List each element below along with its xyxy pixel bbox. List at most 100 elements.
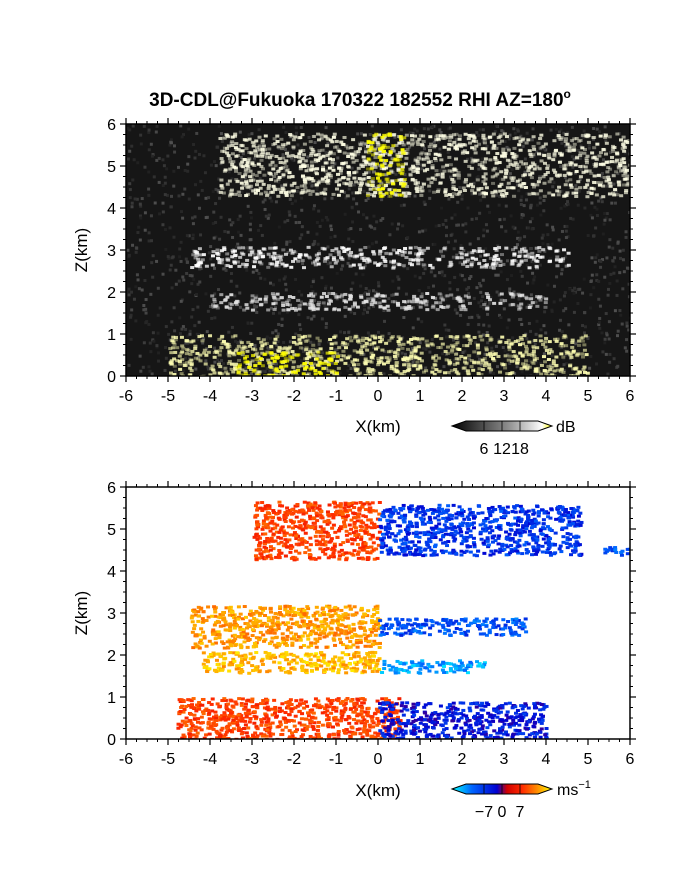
reflectivity-cell: [193, 256, 198, 260]
reflectivity-cell: [362, 258, 367, 262]
reflectivity-cell: [234, 154, 239, 158]
reflectivity-cell: [268, 171, 273, 175]
reflectivity-cell: [446, 147, 451, 151]
reflectivity-noise-cell: [294, 199, 298, 203]
reflectivity-noise-cell: [339, 330, 343, 334]
reflectivity-cell: [617, 183, 622, 187]
velocity-cell: [346, 505, 351, 509]
reflectivity-noise-cell: [312, 278, 316, 282]
velocity-cell: [354, 529, 359, 533]
reflectivity-noise-cell: [535, 150, 539, 154]
reflectivity-cell: [581, 164, 586, 168]
reflectivity-noise-cell: [193, 324, 197, 328]
reflectivity-cell: [240, 350, 245, 354]
reflectivity-noise-cell: [356, 152, 360, 156]
reflectivity-noise-cell: [594, 226, 598, 230]
reflectivity-cell: [433, 152, 438, 156]
reflectivity-cell: [371, 187, 376, 191]
reflectivity-cell: [548, 348, 553, 352]
velocity-cell: [325, 522, 330, 526]
reflectivity-noise-cell: [405, 150, 409, 154]
reflectivity-cell: [410, 138, 415, 142]
reflectivity-cell: [474, 257, 479, 261]
reflectivity-cell: [237, 172, 242, 176]
reflectivity-cell: [612, 146, 617, 150]
reflectivity-noise-cell: [299, 126, 303, 130]
reflectivity-cell: [537, 246, 542, 250]
reflectivity-cell: [359, 253, 364, 257]
reflectivity-cell: [614, 170, 619, 174]
reflectivity-cell: [408, 363, 413, 367]
reflectivity-cell: [583, 185, 588, 189]
reflectivity-noise-cell: [512, 290, 516, 294]
reflectivity-cell: [272, 137, 277, 141]
reflectivity-noise-cell: [150, 372, 154, 376]
reflectivity-cell: [512, 164, 517, 168]
reflectivity-cell: [196, 357, 201, 361]
reflectivity-noise-cell: [370, 124, 374, 128]
reflectivity-noise-cell: [344, 196, 348, 200]
reflectivity-cell: [397, 178, 402, 182]
reflectivity-cell: [239, 341, 244, 345]
velocity-cell: [353, 515, 358, 519]
reflectivity-noise-cell: [191, 222, 195, 226]
reflectivity-cell: [474, 144, 479, 148]
reflectivity-cell: [369, 147, 374, 151]
reflectivity-cell: [557, 185, 562, 189]
reflectivity-noise-cell: [431, 242, 435, 246]
reflectivity-noise-cell: [187, 155, 191, 159]
reflectivity-cell: [287, 295, 292, 299]
reflectivity-cell: [572, 137, 577, 141]
reflectivity-noise-cell: [327, 300, 331, 304]
velocity-cell: [361, 557, 366, 561]
reflectivity-cell: [623, 191, 628, 195]
reflectivity-cell: [375, 140, 380, 144]
reflectivity-cell: [440, 298, 445, 302]
reflectivity-noise-cell: [474, 217, 478, 221]
reflectivity-noise-cell: [298, 220, 302, 224]
reflectivity-cell: [328, 351, 333, 355]
reflectivity-cell: [535, 304, 540, 308]
reflectivity-noise-cell: [572, 291, 576, 295]
velocity-cell: [306, 501, 311, 505]
reflectivity-cell: [570, 340, 575, 344]
reflectivity-noise-cell: [364, 198, 368, 202]
velocity-cell: [265, 511, 270, 515]
reflectivity-noise-cell: [544, 148, 548, 152]
velocity-cell: [290, 512, 295, 516]
reflectivity-cell: [345, 194, 350, 198]
reflectivity-cell: [249, 151, 254, 155]
reflectivity-cell: [405, 369, 410, 373]
reflectivity-noise-cell: [351, 191, 355, 195]
reflectivity-noise-cell: [526, 281, 530, 285]
reflectivity-cell: [280, 166, 285, 170]
reflectivity-cell: [269, 344, 274, 348]
reflectivity-cell: [576, 180, 581, 184]
reflectivity-noise-cell: [218, 196, 222, 200]
reflectivity-cell: [569, 138, 574, 142]
reflectivity-noise-cell: [619, 313, 623, 317]
reflectivity-cell: [346, 164, 351, 168]
reflectivity-cell: [441, 165, 446, 169]
reflectivity-cell: [541, 175, 546, 179]
reflectivity-cell: [585, 371, 590, 375]
reflectivity-cell: [317, 370, 322, 374]
reflectivity-cell: [278, 258, 283, 262]
reflectivity-cell: [441, 134, 446, 138]
reflectivity-cell: [498, 301, 503, 305]
reflectivity-cell: [426, 152, 431, 156]
reflectivity-cell: [498, 189, 503, 193]
reflectivity-cell: [445, 163, 450, 167]
reflectivity-cell: [301, 362, 306, 366]
reflectivity-cell: [362, 159, 367, 163]
reflectivity-noise-cell: [223, 267, 227, 271]
reflectivity-cell: [250, 308, 255, 312]
reflectivity-noise-cell: [463, 278, 467, 282]
reflectivity-cell: [235, 179, 240, 183]
reflectivity-cell: [454, 144, 459, 148]
reflectivity-cell: [558, 137, 563, 141]
reflectivity-noise-cell: [531, 271, 535, 275]
reflectivity-noise-cell: [282, 166, 286, 170]
reflectivity-noise-cell: [627, 152, 630, 156]
reflectivity-noise-cell: [422, 200, 426, 204]
